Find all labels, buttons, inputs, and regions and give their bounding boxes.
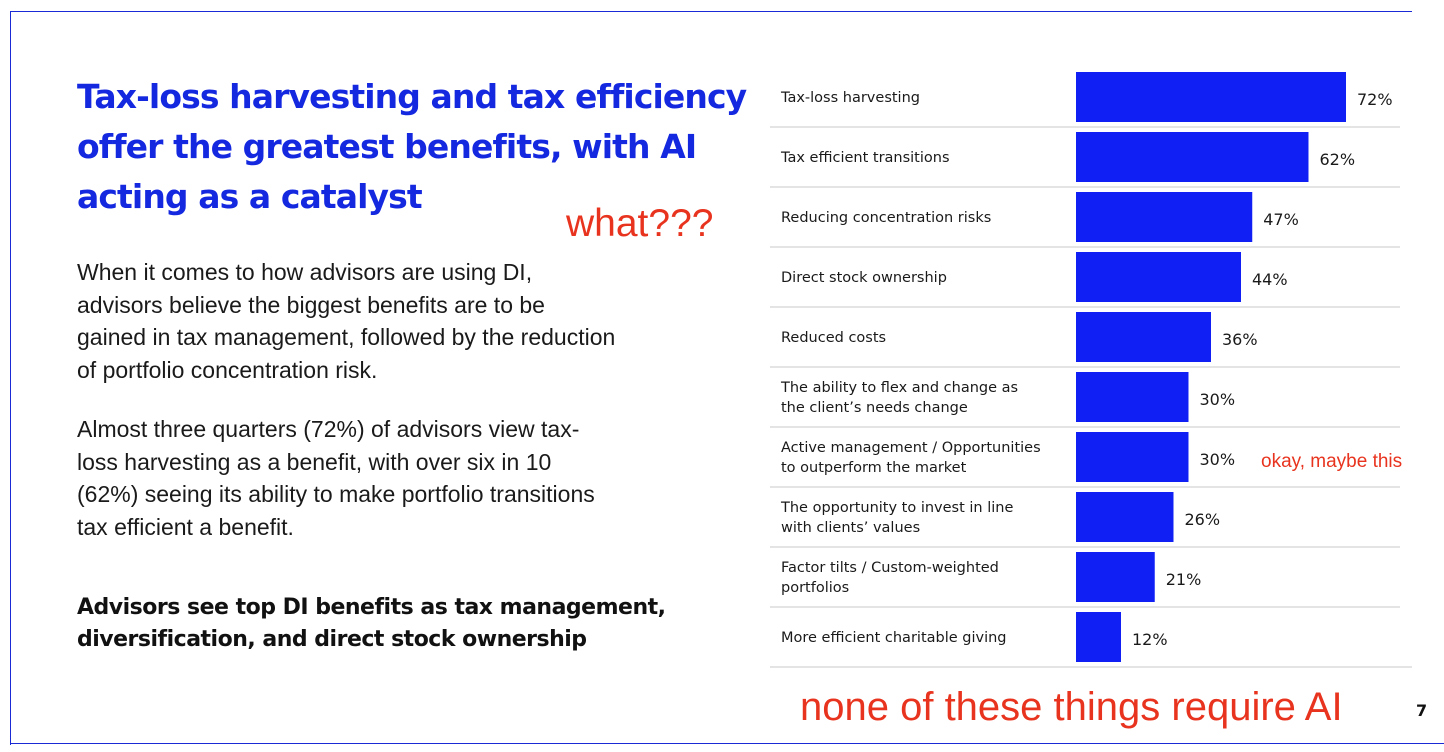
category-label-line: The ability to flex and change as	[780, 380, 1018, 396]
chart-row: Active management / Opportunities to outp…	[770, 432, 1400, 488]
value-label: 72%	[1357, 90, 1393, 109]
annotation-maybe: okay, maybe this	[1261, 451, 1403, 472]
chart-row: More efficient charitable giving 12%	[781, 612, 1168, 662]
frame-top-border	[10, 11, 1412, 12]
bar	[1076, 312, 1211, 362]
frame-left-border	[10, 11, 11, 745]
body-paragraph-2: Almost three quarters (72%) of advisors …	[77, 416, 595, 540]
category-label: The ability to flex and change as the cli…	[780, 380, 1018, 416]
value-label: 30%	[1200, 390, 1236, 409]
chart-row: Reduced costs 36%	[770, 312, 1400, 368]
category-label-line: Factor tilts / Custom-weighted	[781, 560, 999, 576]
category-label-line: Active management / Opportunities	[781, 440, 1041, 456]
frame-bottom-border	[10, 743, 1444, 744]
category-label-line: More efficient charitable giving	[781, 630, 1007, 646]
category-label-line: Direct stock ownership	[781, 270, 947, 286]
bar	[1076, 72, 1346, 122]
value-label: 12%	[1132, 630, 1168, 649]
annotation-none-require-ai: none of these things require AI	[800, 685, 1343, 729]
annotation-what: what???	[566, 202, 714, 245]
category-label: More efficient charitable giving	[781, 630, 1007, 646]
bar	[1076, 192, 1253, 242]
chart-row: The ability to flex and change as the cli…	[770, 372, 1400, 428]
chart-row: Tax efficient transitions 62%	[770, 132, 1400, 188]
category-label: Tax-loss harvesting	[780, 90, 920, 106]
category-label: Active management / Opportunities to outp…	[781, 440, 1041, 476]
category-label: Factor tilts / Custom-weighted portfolios	[781, 560, 999, 596]
chart-row: Direct stock ownership 44%	[770, 252, 1400, 308]
category-label-line: to outperform the market	[781, 460, 967, 476]
page-number: 7	[1416, 701, 1428, 720]
value-label: 36%	[1222, 330, 1258, 349]
bar	[1076, 432, 1189, 482]
category-label: Tax efficient transitions	[780, 150, 950, 166]
category-label-line: Tax-loss harvesting	[780, 90, 920, 106]
value-label: 47%	[1263, 210, 1299, 229]
category-label: The opportunity to invest in line with cl…	[780, 500, 1013, 536]
bar	[1076, 612, 1121, 662]
value-label: 26%	[1185, 510, 1221, 529]
category-label-line: Reducing concentration risks	[781, 210, 991, 226]
bar	[1076, 132, 1309, 182]
category-label-line: with clients’ values	[781, 520, 920, 536]
chart-row: Reducing concentration risks 47%	[770, 192, 1400, 248]
body-paragraph-1: When it comes to how advisors are using …	[77, 259, 616, 383]
benefits-bar-chart: Tax-loss harvesting 72% Tax efficient tran…	[770, 72, 1412, 668]
headline: Tax-loss harvesting and tax efficiency o…	[77, 77, 747, 216]
bar	[1076, 552, 1155, 602]
category-label: Reduced costs	[781, 330, 886, 346]
category-label: Reducing concentration risks	[781, 210, 991, 226]
category-label-line: The opportunity to invest in line	[780, 500, 1013, 516]
bar	[1076, 372, 1189, 422]
value-label: 62%	[1320, 150, 1356, 169]
chart-subheading: Advisors see top DI benefits as tax mana…	[77, 595, 666, 652]
category-label: Direct stock ownership	[781, 270, 947, 286]
bar	[1076, 252, 1241, 302]
chart-row: Factor tilts / Custom-weighted portfolios…	[770, 552, 1400, 608]
value-label: 44%	[1252, 270, 1288, 289]
category-label-line: Reduced costs	[781, 330, 886, 346]
chart-row: The opportunity to invest in line with cl…	[770, 492, 1400, 548]
bar	[1076, 492, 1174, 542]
category-label-line: Tax efficient transitions	[780, 150, 950, 166]
chart-row: Tax-loss harvesting 72%	[770, 72, 1400, 128]
value-label: 21%	[1166, 570, 1202, 589]
category-label-line: portfolios	[781, 580, 849, 596]
category-label-line: the client’s needs change	[781, 400, 968, 416]
value-label: 30%	[1200, 450, 1236, 469]
